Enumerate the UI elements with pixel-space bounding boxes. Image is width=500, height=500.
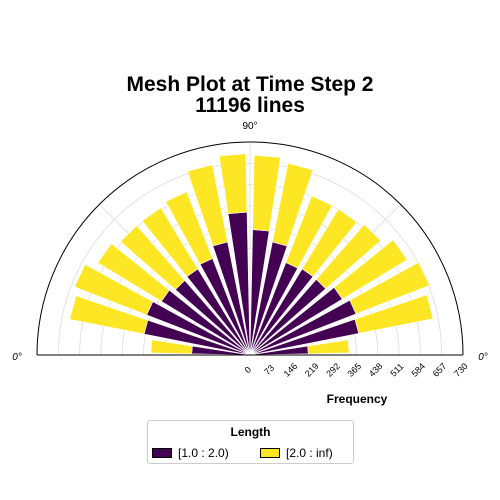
polar-frame-arc [36,141,464,356]
angle-label-right: 0° [478,352,488,363]
bar-long-60-70 [285,195,333,269]
bar-long-140-150 [97,243,170,302]
radial-tick-73: 73 [262,363,276,377]
legend-label-short: [1.0 : 2.0) [178,446,229,460]
angle-label-left: 0° [12,352,22,363]
legend: Length [1.0 : 2.0) [2.0 : inf) [147,420,354,464]
bars [69,153,434,356]
angle-label-90: 90° [242,121,257,132]
legend-label-long: [2.0 : inf) [286,446,333,460]
radial-ticks: 0 73 146 219 292 365 438 511 584 657 730 [243,361,470,379]
radial-tick-438: 438 [367,361,385,379]
bar-long-100-110 [187,164,228,247]
bar-long-30-40 [333,239,408,300]
legend-title: Length [230,425,271,439]
chart-subtitle: 11196 lines [195,94,305,117]
bar-long-20-30 [349,261,430,315]
radial-tick-657: 657 [431,361,449,379]
bar-long-0-10 [307,339,350,355]
radial-tick-219: 219 [303,361,321,379]
bar-long-90-100 [218,153,248,215]
legend-item-short: [1.0 : 2.0) [152,446,229,460]
bar-long-110-120 [165,191,213,265]
radial-tick-730: 730 [452,361,470,379]
bar-long-150-160 [74,263,154,316]
bar-long-40-50 [315,223,382,290]
bar-long-70-80 [272,162,314,247]
bar-long-160-170 [69,295,149,335]
legend-swatch-long [260,448,280,458]
legend-swatch-short [152,448,172,458]
radial-tick-292: 292 [324,361,342,379]
frame [36,141,464,356]
bar-long-130-140 [120,225,186,291]
radial-tick-0: 0 [243,365,254,376]
bar-long-120-130 [141,207,199,277]
bar-long-170-180 [150,339,193,355]
bar-long-10-20 [354,294,434,334]
radial-tick-146: 146 [282,361,300,379]
radial-tick-365: 365 [346,361,364,379]
radial-axis-label: Frequency [327,392,388,406]
chart-title: Mesh Plot at Time Step 2 [126,73,374,96]
bar-long-50-60 [301,208,358,277]
radial-tick-584: 584 [409,361,427,379]
legend-item-long: [2.0 : inf) [260,446,333,460]
bar-long-80-90 [252,154,281,232]
radial-tick-511: 511 [388,361,405,378]
